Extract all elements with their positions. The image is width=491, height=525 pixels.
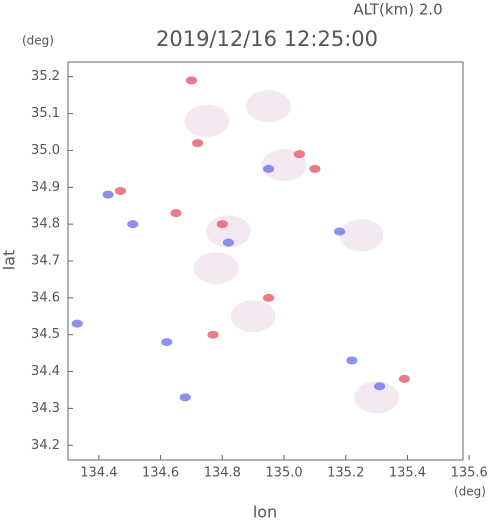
x-tick-label: 135.0 (265, 466, 302, 481)
echo-point (246, 90, 291, 123)
echo-point (192, 139, 204, 148)
chart-title: 2019/12/16 12:25:00 (156, 27, 378, 51)
echo-point (179, 393, 191, 402)
echo-point (170, 209, 182, 218)
x-tick-label: 135.2 (327, 466, 364, 481)
echo-point (71, 319, 83, 328)
echo-point (193, 252, 239, 285)
echo-point (216, 220, 228, 229)
echo-point (262, 293, 275, 302)
echo-point (222, 238, 235, 247)
echo-point (261, 149, 307, 182)
y-tick-label: 34.5 (31, 327, 60, 342)
echo-point (398, 374, 410, 383)
echo-point (185, 76, 198, 85)
echo-point (230, 300, 276, 333)
echo-point (293, 150, 306, 159)
y-tick-label: 34.7 (31, 254, 60, 269)
altitude-label: ALT(km) 2.0 (353, 1, 442, 19)
echo-point (262, 164, 275, 173)
echo-point (374, 382, 386, 391)
y-tick-label: 35.1 (31, 106, 60, 121)
echo-point (346, 356, 358, 365)
y-tick-label: 35.0 (31, 143, 60, 158)
x-axis-label: lon (253, 503, 277, 522)
y-tick-label: 34.9 (31, 180, 60, 195)
x-tick-label: 134.4 (80, 466, 117, 481)
echo-point (309, 164, 321, 173)
echo-point (184, 104, 230, 137)
y-tick-label: 34.4 (31, 364, 60, 379)
x-tick-label: 134.6 (142, 466, 179, 481)
y-tick-label: 34.8 (31, 217, 60, 232)
echo-point (333, 227, 346, 236)
echo-point (161, 338, 173, 347)
echo-point (207, 330, 219, 339)
y-axis-label: lat (0, 250, 19, 271)
y-unit: (deg) (22, 34, 54, 48)
x-tick-label: 135.6 (451, 466, 488, 481)
x-tick-label: 135.4 (389, 466, 426, 481)
x-unit: (deg) (454, 485, 486, 499)
x-tick-label: 134.8 (204, 466, 241, 481)
y-tick-label: 35.2 (31, 69, 60, 84)
echo-point (102, 190, 114, 199)
echo-point (354, 381, 399, 414)
echo-point (127, 220, 139, 229)
echo-point (338, 219, 384, 252)
echo-point (114, 186, 127, 195)
y-tick-label: 34.6 (31, 290, 60, 305)
y-tick-label: 34.2 (31, 438, 60, 453)
y-tick-label: 34.3 (31, 401, 60, 416)
plot-area (71, 76, 410, 414)
